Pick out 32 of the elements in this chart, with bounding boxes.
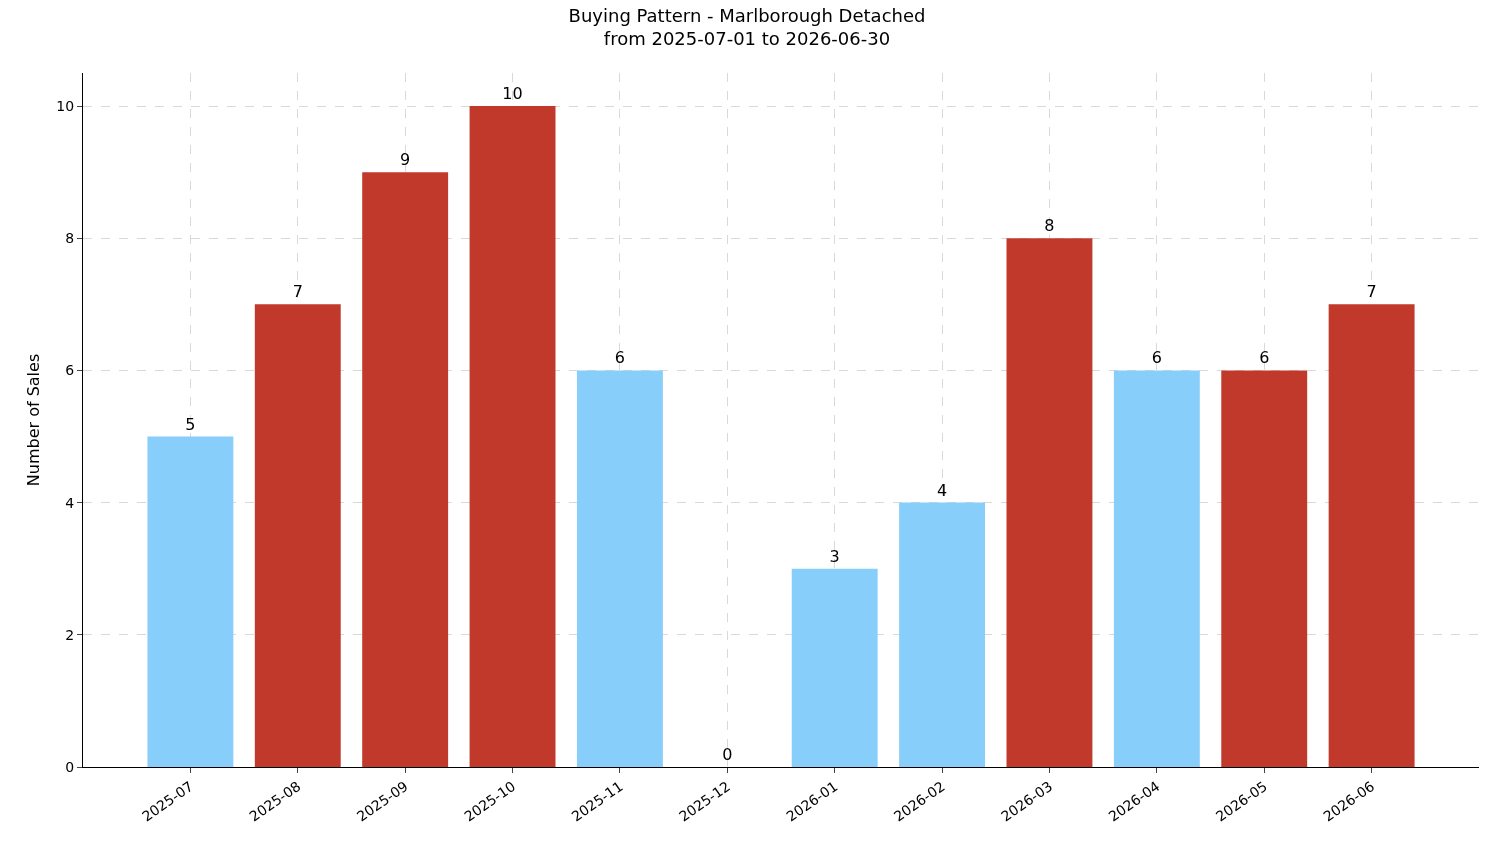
data-label: 3 <box>829 546 840 566</box>
data-label: 7 <box>1366 282 1377 302</box>
data-label: 7 <box>292 282 303 302</box>
data-label: 6 <box>614 348 626 368</box>
data-label: 4 <box>936 480 948 500</box>
data-label: 9 <box>400 150 411 170</box>
bar <box>469 106 556 767</box>
y-axis-title: Number of Sales <box>24 353 44 487</box>
bar <box>791 568 878 767</box>
bar <box>1328 304 1415 767</box>
bar <box>1006 238 1093 767</box>
data-label: 5 <box>185 414 196 434</box>
y-tick-label: 0 <box>65 758 75 775</box>
bar <box>147 436 234 767</box>
data-label: 0 <box>722 745 733 764</box>
bar <box>899 502 986 767</box>
y-tick-label: 4 <box>65 494 75 511</box>
y-tick-label: 2 <box>65 626 75 643</box>
data-label: 10 <box>502 84 523 104</box>
y-tick-label: 6 <box>65 362 75 379</box>
data-label: 6 <box>1151 348 1162 368</box>
y-tick-label: 8 <box>65 230 75 247</box>
bar <box>1221 370 1308 767</box>
chart-title: Buying Pattern - Marlborough Detached <box>568 4 926 26</box>
y-tick-label: 10 <box>56 97 75 114</box>
data-label: 8 <box>1044 216 1055 236</box>
bar <box>1113 370 1200 767</box>
chart-subtitle: from 2025-07-01 to 2026-06-30 <box>603 27 891 49</box>
data-label: 6 <box>1259 348 1270 368</box>
bar <box>362 172 449 767</box>
bar <box>254 304 341 767</box>
bar <box>576 370 663 767</box>
